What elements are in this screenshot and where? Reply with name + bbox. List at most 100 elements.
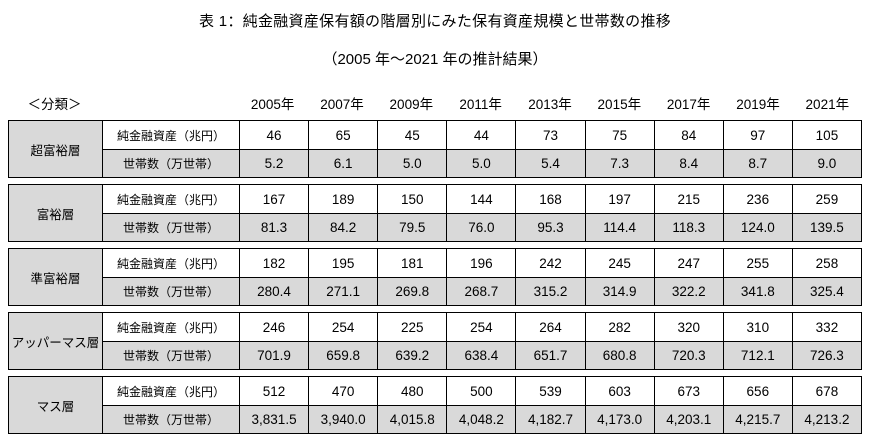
tier-name: アッパーマス層 (9, 313, 102, 369)
households-value: 8.7 (722, 149, 792, 177)
assets-value: 242 (515, 249, 584, 277)
households-row-label: 世帯数（万世帯） (102, 277, 239, 305)
assets-value: 254 (308, 313, 377, 341)
households-value: 726.3 (791, 341, 861, 369)
year-label: 2009年 (389, 97, 434, 112)
table-title: 表 1：純金融資産保有額の階層別にみた保有資産規模と世帯数の推移 (198, 13, 672, 30)
assets-value: 673 (653, 377, 723, 405)
year-label: 2017年 (666, 97, 711, 112)
assets-value: 678 (791, 377, 861, 405)
households-row-label: 世帯数（万世帯） (102, 149, 239, 177)
assets-value: 97 (722, 121, 792, 149)
assets-value: 470 (308, 377, 377, 405)
households-value: 322.2 (653, 277, 723, 305)
assets-value: 225 (377, 313, 446, 341)
tier-name: 富裕層 (9, 185, 102, 241)
households-value: 712.1 (722, 341, 792, 369)
assets-value: 500 (446, 377, 515, 405)
assets-value: 247 (653, 249, 723, 277)
year-label: 2015年 (597, 97, 642, 112)
households-value: 341.8 (722, 277, 792, 305)
assets-value: 259 (791, 185, 861, 213)
tier-name: マス層 (9, 377, 102, 433)
households-value: 268.7 (446, 277, 516, 305)
assets-value: 84 (653, 121, 723, 149)
assets-value: 215 (653, 185, 723, 213)
assets-value: 167 (239, 185, 308, 213)
households-value: 5.0 (377, 149, 447, 177)
households-value: 5.0 (446, 149, 516, 177)
tier-name: 超富裕層 (9, 121, 102, 177)
tier-block: マス層 純金融資産（兆円） 512 470 480 500 539 603 673 656 678 世… (8, 376, 862, 434)
households-value: 76.0 (446, 213, 516, 241)
tier-block: 富裕層 純金融資産（兆円） 167 189 150 144 168 197 215 236 259 世… (8, 184, 862, 242)
assets-value: 320 (653, 313, 723, 341)
tier-block: 準富裕層 純金融資産（兆円） 182 195 181 196 242 245 247 255 258… (8, 248, 862, 306)
households-value: 5.4 (515, 149, 585, 177)
assets-value: 255 (722, 249, 792, 277)
assets-value: 73 (515, 121, 584, 149)
households-value: 4,215.7 (722, 405, 792, 433)
households-value: 701.9 (239, 341, 309, 369)
households-value: 325.4 (791, 277, 861, 305)
year-header-row: ＜分類＞ 2005年 2007年 2009年 2011年 2013年 2015年 2017年… (8, 93, 862, 116)
assets-value: 245 (584, 249, 654, 277)
households-value: 280.4 (239, 277, 309, 305)
households-value: 5.2 (239, 149, 309, 177)
households-value: 4,182.7 (515, 405, 585, 433)
households-value: 4,213.2 (791, 405, 861, 433)
tier-block: アッパーマス層 純金融資産（兆円） 246 254 225 254 264 282 320 310… (8, 312, 862, 370)
households-value: 4,015.8 (377, 405, 447, 433)
year-label: 2007年 (320, 97, 364, 112)
households-value: 118.3 (653, 213, 723, 241)
assets-value: 45 (377, 121, 446, 149)
assets-value: 150 (377, 185, 446, 213)
assets-value: 44 (446, 121, 515, 149)
assets-value: 189 (308, 185, 377, 213)
households-value: 95.3 (515, 213, 585, 241)
assets-value: 539 (515, 377, 584, 405)
assets-row-label: 純金融資産（兆円） (102, 377, 239, 405)
households-value: 84.2 (308, 213, 378, 241)
tier-name: 準富裕層 (9, 249, 102, 305)
assets-value: 197 (584, 185, 654, 213)
households-value: 638.4 (446, 341, 516, 369)
households-value: 6.1 (308, 149, 378, 177)
assets-value: 310 (722, 313, 792, 341)
assets-value: 264 (515, 313, 584, 341)
households-value: 124.0 (722, 213, 792, 241)
households-value: 79.5 (377, 213, 447, 241)
households-value: 139.5 (791, 213, 861, 241)
assets-value: 46 (239, 121, 308, 149)
assets-value: 254 (446, 313, 515, 341)
year-label: 2019年 (736, 97, 780, 112)
households-value: 4,203.1 (653, 405, 723, 433)
households-row-label: 世帯数（万世帯） (102, 405, 239, 433)
year-label: 2011年 (459, 97, 502, 112)
assets-value: 65 (308, 121, 377, 149)
households-value: 659.8 (308, 341, 378, 369)
assets-value: 196 (446, 249, 515, 277)
year-label: 2021年 (805, 97, 850, 112)
assets-value: 75 (584, 121, 654, 149)
assets-row-label: 純金融資産（兆円） (102, 185, 239, 213)
households-row-label: 世帯数（万世帯） (102, 341, 239, 369)
assets-row-label: 純金融資産（兆円） (102, 121, 239, 149)
assets-value: 512 (239, 377, 308, 405)
assets-value: 195 (308, 249, 377, 277)
households-value: 3,831.5 (239, 405, 309, 433)
households-value: 680.8 (584, 341, 654, 369)
assets-value: 603 (584, 377, 654, 405)
households-value: 4,048.2 (446, 405, 516, 433)
assets-row-label: 純金融資産（兆円） (102, 313, 239, 341)
assets-row-label: 純金融資産（兆円） (102, 249, 239, 277)
assets-value: 246 (239, 313, 308, 341)
assets-value: 181 (377, 249, 446, 277)
households-value: 3,940.0 (308, 405, 378, 433)
households-value: 114.4 (584, 213, 654, 241)
assets-value: 236 (722, 185, 792, 213)
households-value: 271.1 (308, 277, 378, 305)
classification-label: ＜分類＞ (27, 97, 82, 112)
tier-table: 超富裕層 純金融資産（兆円） 46 65 45 44 73 75 84 97 105 世帯数（万世帯）… (8, 120, 862, 434)
